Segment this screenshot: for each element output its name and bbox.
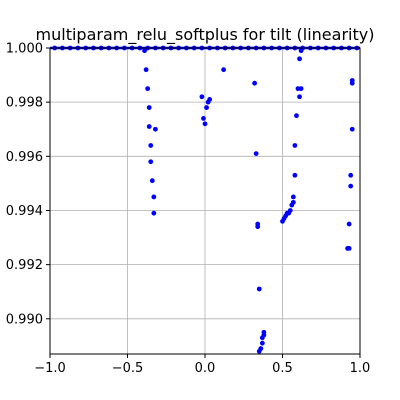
data-point (292, 172, 298, 178)
data-point (142, 48, 147, 54)
x-tick-label: 0.5 (272, 361, 293, 376)
data-point (207, 97, 213, 102)
data-point (259, 340, 265, 346)
data-point (292, 143, 298, 148)
data-point (294, 113, 299, 119)
data-point (256, 286, 262, 292)
data-point (204, 105, 209, 110)
data-point (348, 172, 354, 178)
data-point (148, 143, 154, 148)
x-tick-label: 0.0 (195, 361, 216, 376)
data-point (349, 126, 355, 132)
data-point (146, 124, 152, 129)
x-tick-label: 1.0 (350, 361, 371, 376)
data-point (297, 94, 302, 100)
data-point (202, 121, 208, 127)
data-point (153, 126, 158, 132)
data-point (348, 183, 354, 189)
chart-title: multiparam_relu_softplus for tilt (linea… (36, 25, 375, 45)
data-point (199, 94, 205, 100)
y-tick-label: 1.000 (6, 42, 43, 57)
data-point (258, 346, 264, 351)
y-tick-label: 0.990 (6, 312, 43, 327)
data-point (346, 245, 352, 251)
data-point (290, 194, 296, 200)
y-tick-label: 0.996 (6, 150, 43, 165)
data-point (143, 67, 149, 73)
data-point (151, 210, 157, 216)
data-point (290, 199, 296, 205)
x-tick-label: −0.5 (112, 361, 144, 376)
data-point (253, 151, 259, 157)
data-point (298, 48, 304, 54)
data-point (146, 105, 152, 110)
y-tick-label: 0.992 (6, 258, 43, 273)
y-tick-label: 0.998 (6, 96, 43, 111)
y-tick-label: 0.994 (6, 204, 43, 219)
data-point (151, 194, 157, 200)
data-point (201, 116, 206, 121)
data-point (349, 78, 355, 83)
y-axis: 0.990 0.992 0.994 0.996 0.998 1.000 (6, 42, 50, 327)
data-point (145, 86, 151, 92)
data-point (261, 329, 267, 335)
data-point (221, 67, 227, 73)
data-point (148, 159, 154, 165)
x-axis: −1.0 −0.5 0.0 0.5 1.0 (34, 354, 370, 376)
x-tick-label: −1.0 (34, 361, 66, 376)
data-point (252, 80, 257, 86)
grid-lines (49, 47, 361, 354)
data-point (255, 224, 261, 230)
data-point (346, 221, 352, 227)
data-point (298, 86, 304, 92)
data-point (287, 208, 293, 213)
data-point (297, 56, 302, 62)
data-point (149, 178, 155, 184)
